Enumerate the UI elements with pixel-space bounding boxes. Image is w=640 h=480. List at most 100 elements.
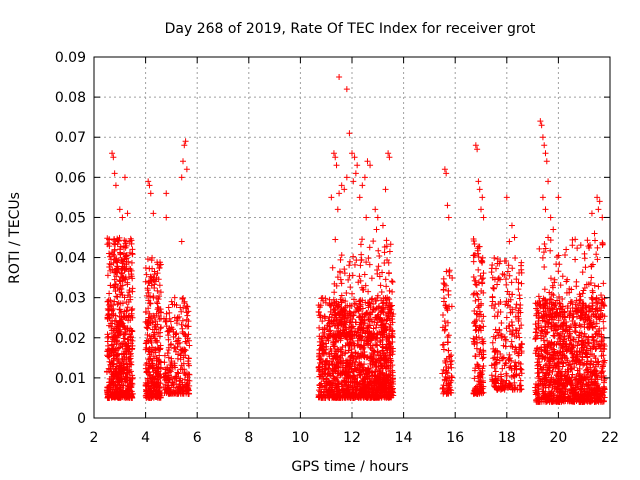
data-point xyxy=(319,335,326,342)
data-point xyxy=(377,389,384,396)
data-point xyxy=(106,379,113,386)
data-point xyxy=(596,325,603,332)
data-point xyxy=(546,381,553,388)
data-point xyxy=(111,170,118,177)
data-point xyxy=(584,314,591,321)
data-point xyxy=(439,385,446,392)
data-point xyxy=(379,308,386,315)
data-point xyxy=(320,297,327,304)
data-point xyxy=(574,245,581,252)
data-point xyxy=(538,352,545,359)
data-point xyxy=(476,186,483,193)
data-point xyxy=(593,295,600,302)
data-point xyxy=(515,279,522,286)
data-point xyxy=(337,318,344,325)
data-point xyxy=(541,312,548,319)
data-point xyxy=(557,282,564,289)
data-point xyxy=(539,254,546,261)
data-point xyxy=(508,365,515,372)
data-point xyxy=(552,327,559,334)
data-point xyxy=(551,279,558,286)
data-point xyxy=(152,337,159,344)
data-point xyxy=(150,277,157,284)
data-point xyxy=(156,371,163,378)
data-point xyxy=(341,270,348,277)
data-point xyxy=(589,300,596,307)
data-point xyxy=(153,299,160,306)
data-point xyxy=(386,287,393,294)
data-point xyxy=(580,333,587,340)
data-point xyxy=(167,318,174,325)
data-point xyxy=(508,331,515,338)
y-tick-label: 0.01 xyxy=(55,371,86,387)
data-point xyxy=(543,158,550,165)
x-tick-label: 14 xyxy=(395,430,413,446)
data-point xyxy=(384,378,391,385)
data-point xyxy=(497,298,504,305)
data-point xyxy=(168,298,175,305)
data-point xyxy=(446,267,453,274)
data-point xyxy=(167,361,174,368)
data-point xyxy=(497,350,504,357)
data-point xyxy=(330,306,337,313)
data-point xyxy=(567,310,574,317)
data-point xyxy=(120,361,127,368)
data-point xyxy=(339,308,346,315)
data-point xyxy=(508,222,515,229)
data-point xyxy=(334,370,341,377)
data-point xyxy=(123,308,130,315)
data-point xyxy=(374,270,381,277)
data-point xyxy=(367,162,374,169)
data-point xyxy=(503,377,510,384)
data-point xyxy=(359,182,366,189)
data-point xyxy=(168,374,175,381)
data-point xyxy=(492,301,499,308)
data-point xyxy=(601,343,608,350)
data-point xyxy=(478,389,485,396)
data-point xyxy=(148,313,155,320)
data-point xyxy=(441,327,448,334)
data-point xyxy=(127,235,134,242)
data-point xyxy=(479,379,486,386)
data-point xyxy=(532,321,539,328)
data-point xyxy=(376,253,383,260)
data-point xyxy=(599,391,606,398)
data-point xyxy=(186,377,193,384)
data-point xyxy=(165,354,172,361)
data-point xyxy=(173,381,180,388)
data-point xyxy=(317,360,324,367)
data-point xyxy=(541,263,548,270)
data-point xyxy=(184,303,191,310)
data-point xyxy=(489,274,496,281)
data-point xyxy=(518,340,525,347)
data-point xyxy=(362,282,369,289)
data-point xyxy=(183,166,190,173)
data-point xyxy=(509,265,516,272)
data-point xyxy=(357,262,364,269)
data-point xyxy=(336,392,343,399)
data-point xyxy=(536,297,543,304)
data-point xyxy=(555,194,562,201)
data-point xyxy=(579,302,586,309)
data-point xyxy=(126,265,133,272)
data-point xyxy=(473,345,480,352)
data-point xyxy=(153,380,160,387)
x-tick-label: 22 xyxy=(601,430,619,446)
data-point xyxy=(317,373,324,380)
data-point xyxy=(178,308,185,315)
data-point xyxy=(503,325,510,332)
data-point xyxy=(361,373,368,380)
data-point xyxy=(150,210,157,217)
data-point xyxy=(157,289,164,296)
data-point xyxy=(557,385,564,392)
data-point xyxy=(128,327,135,334)
data-point xyxy=(113,390,120,397)
data-point xyxy=(117,341,124,348)
data-point xyxy=(383,243,390,250)
data-point xyxy=(507,343,514,350)
data-point xyxy=(143,339,150,346)
data-point xyxy=(512,304,519,311)
data-point xyxy=(584,342,591,349)
data-point xyxy=(600,280,607,287)
data-point xyxy=(360,390,367,397)
